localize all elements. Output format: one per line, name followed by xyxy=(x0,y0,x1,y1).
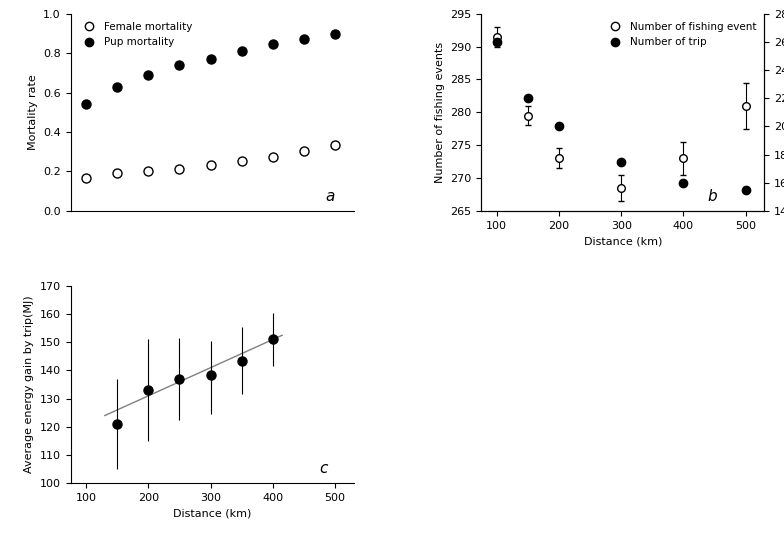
Text: c: c xyxy=(320,461,328,476)
Y-axis label: Mortality rate: Mortality rate xyxy=(27,74,38,150)
Y-axis label: Average energy gain by trip(MJ): Average energy gain by trip(MJ) xyxy=(24,296,34,473)
X-axis label: Distance (km): Distance (km) xyxy=(583,236,662,246)
Text: b: b xyxy=(708,189,717,204)
Legend: Number of fishing event, Number of trip: Number of fishing event, Number of trip xyxy=(601,19,759,50)
Legend: Female mortality, Pup mortality: Female mortality, Pup mortality xyxy=(76,19,195,50)
Text: a: a xyxy=(325,189,335,204)
X-axis label: Distance (km): Distance (km) xyxy=(173,508,252,519)
Y-axis label: Number of fishing events: Number of fishing events xyxy=(434,41,445,183)
